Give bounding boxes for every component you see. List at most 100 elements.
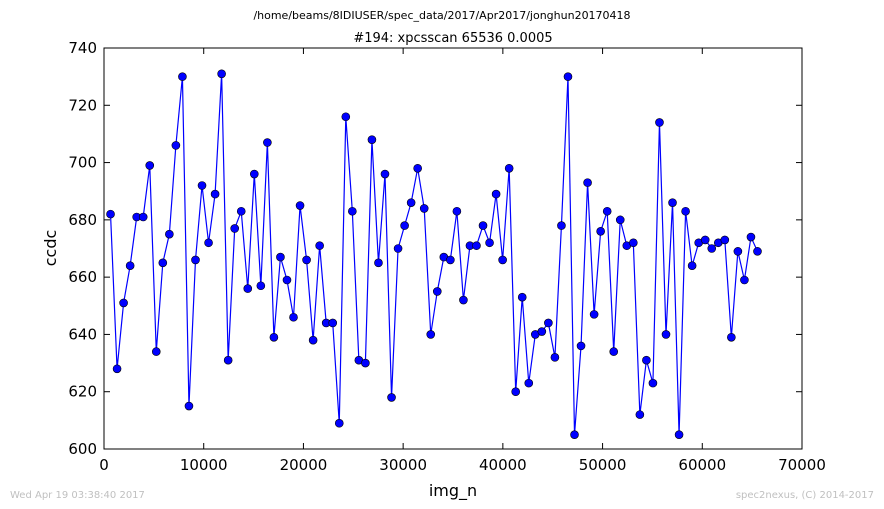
x-tick-label: 70000 (778, 456, 826, 474)
data-point (674, 430, 684, 439)
data-point (596, 227, 605, 236)
data-point (485, 238, 494, 248)
data-point (171, 141, 181, 150)
data-point (615, 215, 625, 225)
x-tick-label: 60000 (678, 456, 726, 474)
data-point (478, 221, 488, 230)
y-tick-label: 720 (68, 96, 97, 114)
data-point (263, 138, 272, 147)
data-point (517, 292, 527, 302)
data-point (511, 387, 521, 397)
data-point (504, 164, 514, 173)
data-point (158, 258, 168, 268)
data-point (629, 238, 638, 248)
data-point (367, 135, 377, 144)
data-point (524, 378, 534, 388)
x-tick-label: 40000 (479, 456, 527, 474)
data-point (746, 232, 756, 242)
data-point (145, 161, 155, 170)
data-point (138, 212, 148, 222)
data-point (191, 255, 200, 265)
data-point (387, 393, 396, 402)
plot-frame (103, 47, 803, 450)
data-point (230, 224, 239, 233)
x-tick-label: 10000 (180, 456, 228, 474)
data-point (348, 206, 357, 216)
data-point (269, 332, 279, 342)
y-axis: 600 620 640 660 680 700 720 740 (68, 39, 802, 458)
data-point (380, 169, 390, 179)
data-point (563, 72, 573, 81)
data-point (289, 312, 298, 322)
data-point (681, 206, 690, 216)
x-axis: 0 10000 20000 30000 40000 50000 60000 70000 (99, 48, 826, 474)
y-tick-label: 680 (68, 211, 97, 229)
data-point (700, 235, 710, 245)
data-point (753, 247, 762, 256)
data-point (210, 189, 220, 199)
x-axis-label: img_n (429, 481, 477, 501)
data-point (661, 330, 671, 339)
data-point (570, 430, 579, 439)
data-point (197, 181, 207, 190)
data-point (256, 281, 266, 291)
data-point (668, 198, 677, 207)
data-point (642, 355, 651, 365)
data-point (537, 327, 547, 336)
footer-timestamp: Wed Apr 19 03:38:40 2017 (10, 490, 145, 501)
data-point (406, 198, 416, 207)
data-point (544, 318, 553, 328)
data-point (740, 275, 749, 285)
data-point (165, 229, 174, 239)
data-point (419, 204, 429, 213)
y-tick-label: 700 (68, 154, 97, 172)
data-point (112, 364, 122, 374)
y-axis-label: ccdc (41, 230, 60, 267)
data-point (125, 261, 135, 270)
data-point (119, 298, 128, 308)
y-tick-label: 640 (68, 325, 97, 343)
data-point (204, 238, 213, 248)
data-point (250, 169, 259, 179)
data-point (276, 252, 285, 262)
data-point (452, 206, 462, 216)
data-point (583, 178, 592, 187)
data-point (393, 244, 403, 253)
y-tick-label: 620 (68, 383, 97, 401)
data-point (334, 418, 344, 428)
data-point (106, 209, 115, 219)
data-point (282, 275, 292, 285)
data-point (308, 335, 318, 345)
data-point (295, 201, 305, 210)
x-tick-label: 0 (99, 456, 109, 474)
y-tick-label: 660 (68, 268, 97, 286)
data-point (178, 72, 187, 81)
y-tick-label: 740 (68, 39, 97, 57)
data-point (361, 358, 370, 368)
data-point (151, 347, 161, 356)
data-point (720, 235, 730, 245)
x-tick-label: 50000 (579, 456, 627, 474)
data-point (550, 353, 560, 362)
data-point (302, 255, 311, 265)
data-point (217, 69, 226, 79)
file-path-title: /home/beams/8IDIUSER/spec_data/2017/Apr2… (253, 9, 630, 22)
data-point (184, 401, 194, 411)
x-tick-label: 20000 (280, 456, 328, 474)
data-point (341, 112, 351, 122)
chart-title: #194: xpcsscan 65536 0.0005 (353, 31, 552, 46)
data-point (459, 295, 468, 305)
data-point (498, 255, 507, 265)
footer-credit: spec2nexus, (C) 2014-2017 (736, 490, 874, 501)
series-ccdc (106, 69, 762, 439)
data-point (602, 206, 612, 216)
data-point (426, 330, 436, 339)
data-point (491, 189, 501, 199)
data-point (648, 378, 658, 388)
series-line (109, 73, 759, 435)
data-point (609, 347, 619, 356)
data-point (727, 332, 736, 342)
data-point (223, 355, 233, 365)
data-point (315, 241, 324, 250)
